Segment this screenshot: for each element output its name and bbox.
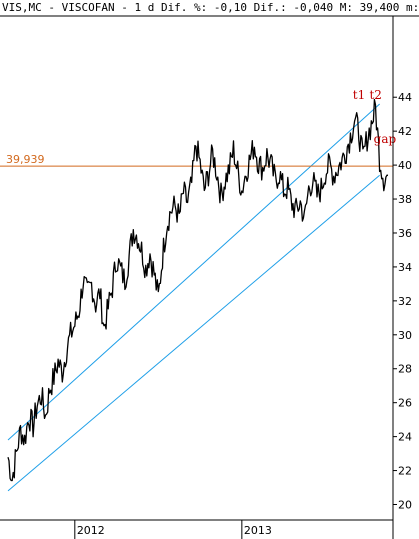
- y-tick-label-40: 40: [398, 159, 412, 172]
- annotation-t2: t2: [369, 88, 381, 102]
- y-tick-label-28: 28: [398, 363, 412, 376]
- annotation-layer: t1 t2 gap: [353, 88, 397, 146]
- y-tick-label-42: 42: [398, 125, 412, 138]
- level-line-label: 39,939: [6, 153, 45, 166]
- y-tick-label-20: 20: [398, 499, 412, 512]
- trendline-layer: [7, 103, 380, 492]
- trendline-1: [7, 174, 380, 492]
- y-tick-label-34: 34: [398, 261, 412, 274]
- chart-header-title: VIS,MC - VISCOFAN - 1 d Dif. %: -0,10 Di…: [2, 1, 419, 14]
- y-tick-label-26: 26: [398, 397, 412, 410]
- y-tick-label-30: 30: [398, 329, 412, 342]
- y-tick-label-38: 38: [398, 193, 412, 206]
- y-tick-label-44: 44: [398, 91, 412, 104]
- trendline-2: [7, 103, 380, 441]
- axis-layer: 20 22 24 26 28 30 32 34 36 38 40 42 44 2012 2013: [0, 15, 419, 539]
- price-series-layer: [7, 98, 389, 482]
- y-tick-label-22: 22: [398, 465, 412, 478]
- annotation-t1: t1: [353, 88, 365, 102]
- y-tick-label-36: 36: [398, 227, 412, 240]
- y-tick-label-24: 24: [398, 431, 412, 444]
- x-tick-label-2012: 2012: [77, 524, 105, 537]
- y-tick-label-32: 32: [398, 295, 412, 308]
- annotation-gap: gap: [374, 132, 397, 146]
- price-line: [7, 98, 389, 482]
- x-tick-label-2013: 2013: [244, 524, 272, 537]
